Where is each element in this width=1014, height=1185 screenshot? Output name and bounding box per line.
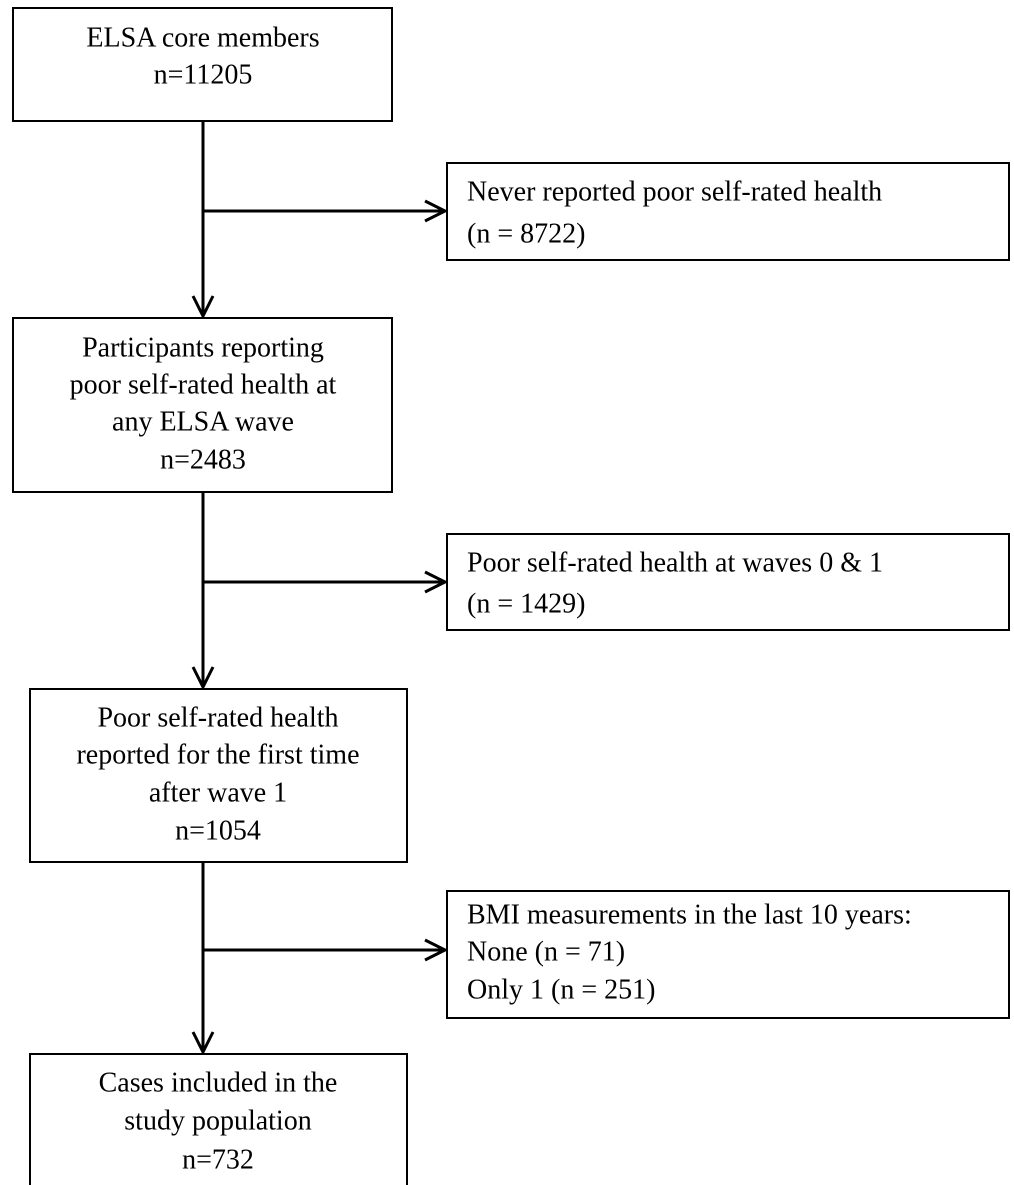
arrowhead bbox=[191, 295, 215, 320]
box-text: reported for the first time bbox=[76, 739, 359, 770]
box-text: Poor self-rated health bbox=[97, 702, 338, 733]
box-text: Never reported poor self-rated health bbox=[467, 176, 882, 207]
box bbox=[12, 7, 393, 122]
box-text: n=1054 bbox=[175, 815, 261, 846]
box-text: (n = 8722) bbox=[467, 218, 585, 249]
arrowhead bbox=[424, 938, 449, 962]
box bbox=[446, 890, 1010, 1019]
box-text: after wave 1 bbox=[149, 777, 287, 808]
box bbox=[12, 317, 393, 493]
box-text: BMI measurements in the last 10 years: bbox=[467, 899, 912, 930]
arrowhead bbox=[424, 570, 449, 594]
box-text: Participants reporting bbox=[82, 332, 324, 363]
box-text: Only 1 (n = 251) bbox=[467, 974, 655, 1005]
box-text: ELSA core members bbox=[86, 22, 319, 53]
box-text: study population bbox=[124, 1105, 311, 1136]
box bbox=[446, 162, 1010, 261]
box bbox=[29, 1053, 408, 1185]
arrowhead bbox=[191, 1031, 215, 1056]
arrowhead bbox=[424, 199, 449, 223]
arrowhead bbox=[191, 666, 215, 691]
box-text: poor self-rated health at bbox=[70, 369, 337, 400]
box bbox=[446, 533, 1010, 631]
box-text: n=2483 bbox=[160, 444, 246, 475]
box-text: None (n = 71) bbox=[467, 936, 625, 967]
box-text: any ELSA wave bbox=[112, 406, 294, 437]
box-text: (n = 1429) bbox=[467, 588, 585, 619]
box-text: Poor self-rated health at waves 0 & 1 bbox=[467, 547, 883, 578]
box-text: Cases included in the bbox=[99, 1067, 338, 1098]
box-text: n=732 bbox=[182, 1144, 254, 1175]
box-text: n=11205 bbox=[154, 59, 253, 90]
box bbox=[29, 688, 408, 863]
